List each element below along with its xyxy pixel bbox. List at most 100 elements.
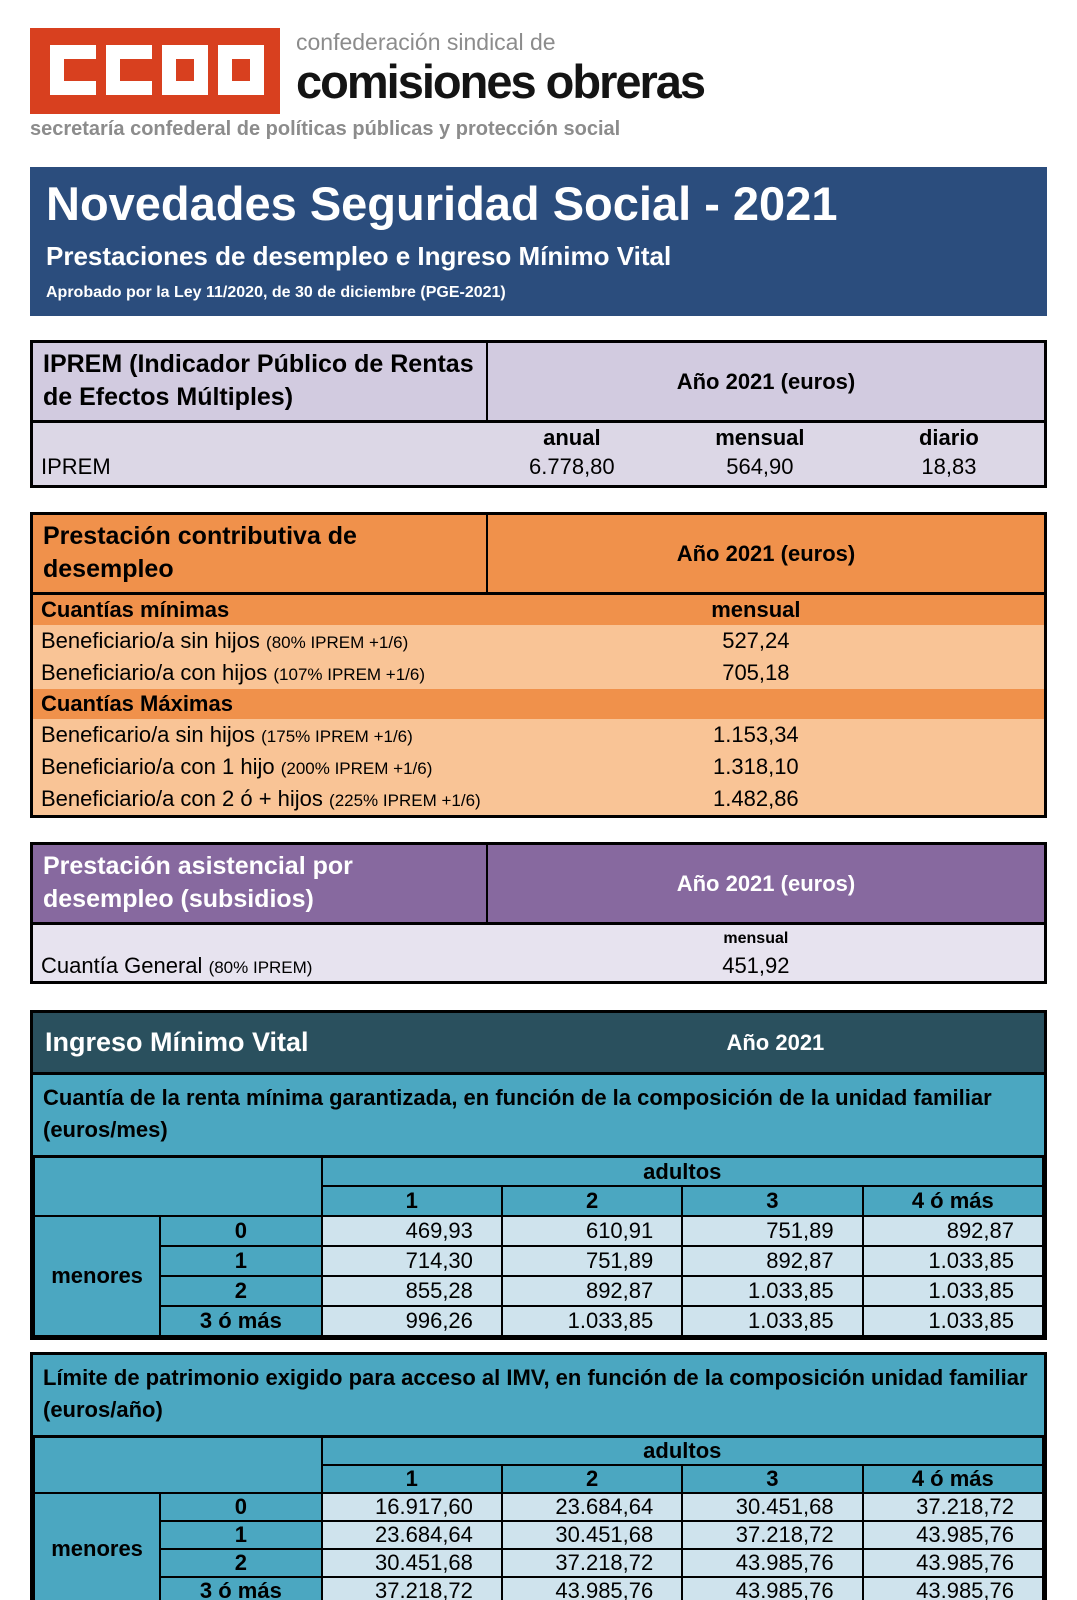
column-diario: diario [918, 424, 979, 450]
contributiva-table-title: Prestación contributiva de desempleo [33, 515, 488, 593]
imv-patrimonio-table: Límite de patrimonio exigido para acceso… [30, 1352, 1047, 1600]
corner-cell [33, 1435, 323, 1495]
row-header: 1 [159, 1245, 323, 1278]
iprem-data-row: IPREM 6.778,80 564,90 18,83 [33, 452, 1044, 481]
grid-cell: 1.033,85 [681, 1305, 864, 1338]
ccoo-logo [30, 28, 280, 114]
asistencial-table: Prestación asistencial por desempleo (su… [30, 842, 1047, 985]
row-label-note: (80% IPREM) [208, 957, 313, 977]
row-label: Cuantía General (80% IPREM) [33, 953, 609, 979]
grid-cell: 37.218,72 [500, 1548, 684, 1579]
iprem-anual-value: 6.778,80 [529, 453, 615, 479]
imv-renta-subtitle: Cuantía de la renta mínima garantizada, … [33, 1072, 1044, 1155]
table-row: Beneficiario/a sin hijos (80% IPREM +1/6… [33, 625, 1044, 658]
grid-cell: 30.451,68 [681, 1492, 864, 1523]
iprem-row-label: IPREM [41, 453, 111, 479]
iprem-table: IPREM (Indicador Público de Rentas de Ef… [30, 340, 1047, 489]
adultos-header: adultos [320, 1435, 1045, 1467]
contributiva-year-header: Año 2021 (euros) [676, 540, 856, 566]
header-secretariat: secretaría confederal de políticas públi… [30, 118, 621, 140]
imv-header: Ingreso Mínimo Vital Año 2021 [33, 1013, 1044, 1073]
column-mensual: mensual [715, 424, 805, 450]
contributiva-table-body: Cuantías mínimas mensual Beneficiario/a … [33, 595, 1044, 816]
row-header: 3 ó más [159, 1305, 323, 1338]
grid-cell: 37.218,72 [320, 1576, 503, 1600]
row-value: 1.318,10 [713, 754, 799, 780]
grid-cell: 855,28 [320, 1275, 503, 1308]
row-header: 0 [159, 1492, 323, 1523]
grid-subheader-row: 1 2 3 4 ó más [34, 1185, 1045, 1218]
iprem-table-header: IPREM (Indicador Público de Rentas de Ef… [33, 343, 1044, 424]
contributiva-table-header: Prestación contributiva de desempleo Año… [33, 515, 1044, 596]
grid-cell: 469,93 [320, 1215, 503, 1248]
grid-cell: 1.033,85 [500, 1305, 684, 1338]
col-header: 1 [320, 1185, 503, 1218]
page-title: Novedades Seguridad Social - 2021 [46, 177, 838, 230]
grid-cell: 43.985,76 [861, 1520, 1045, 1551]
row-label-note: (80% IPREM +1/6) [266, 633, 409, 653]
imv-renta-table: Ingreso Mínimo Vital Año 2021 Cuantía de… [30, 1010, 1047, 1341]
row-label-text: Beneficiario/a sin hijos [41, 628, 260, 654]
grid-header-row: adultos [33, 1155, 1045, 1218]
asistencial-table-body: mensual Cuantía General (80% IPREM) 451,… [33, 925, 1044, 982]
org-line2: comisiones obreras [296, 55, 706, 109]
col-header: 4 ó más [861, 1464, 1045, 1495]
imv-patrimonio-grid: adultos 1 2 3 4 ó más menores 0 16.917,6… [32, 1435, 1045, 1600]
grid-cell: 892,87 [681, 1245, 864, 1278]
grid-cell: 43.985,76 [861, 1576, 1045, 1600]
column-mensual: mensual [711, 597, 801, 623]
ccoo-logo-icon [30, 28, 280, 114]
imv-year: Año 2021 [726, 1029, 825, 1055]
grid-cell: 43.985,76 [681, 1548, 864, 1579]
row-label-note: (200% IPREM +1/6) [280, 759, 433, 779]
row-label: Beneficiario/a con 1 hijo (200% IPREM +1… [33, 754, 609, 780]
row-header: 2 [159, 1548, 323, 1579]
row-label: Beneficiario/a con 2 ó + hijos (225% IPR… [33, 786, 609, 812]
grid-cell: 1.033,85 [861, 1275, 1045, 1308]
grid-cell: 751,89 [500, 1245, 684, 1278]
section-label: Cuantías mínimas [41, 597, 230, 623]
section-cuantias-minimas: Cuantías mínimas mensual [33, 595, 1044, 626]
grid-subheader-row: 1 2 3 4 ó más [34, 1464, 1045, 1495]
grid-row: 3 ó más 37.218,72 43.985,76 43.985,76 43… [34, 1576, 1045, 1600]
logo-row: confederación sindical de comisiones obr… [0, 0, 1077, 114]
col-header: 2 [500, 1464, 684, 1495]
row-label-note: (107% IPREM +1/6) [273, 665, 426, 685]
org-name: confederación sindical de comisiones obr… [296, 28, 706, 109]
iprem-table-title: IPREM (Indicador Público de Rentas de Ef… [33, 343, 488, 421]
asistencial-columns-row: mensual [33, 925, 1044, 952]
grid-cell: 23.684,64 [320, 1520, 503, 1551]
col-header: 2 [500, 1185, 684, 1218]
grid-cell: 714,30 [320, 1245, 503, 1278]
row-header: 2 [159, 1275, 323, 1308]
grid-row: 2 30.451,68 37.218,72 43.985,76 43.985,7… [34, 1548, 1045, 1579]
title-banner: Novedades Seguridad Social - 2021 Presta… [30, 167, 1047, 317]
org-line1: confederación sindical de [296, 29, 556, 55]
table-row: Beneficario/a sin hijos (175% IPREM +1/6… [33, 719, 1044, 752]
grid-cell: 610,91 [500, 1215, 684, 1248]
row-value: 451,92 [722, 952, 790, 978]
table-row: Cuantía General (80% IPREM) 451,92 [33, 952, 1044, 979]
row-label-note: (175% IPREM +1/6) [261, 727, 413, 747]
grid-header-row: adultos [33, 1435, 1045, 1495]
grid-cell: 30.451,68 [500, 1520, 684, 1551]
col-header: 3 [681, 1464, 864, 1495]
grid-cell: 43.985,76 [681, 1576, 864, 1600]
grid-row: menores 0 469,93 610,91 751,89 892,87 [32, 1215, 1045, 1338]
iprem-mensual-value: 564,90 [726, 453, 794, 479]
law-note: Aprobado por la Ley 11/2020, de 30 de di… [46, 284, 506, 302]
iprem-year-header: Año 2021 (euros) [676, 368, 856, 394]
grid-row: 3 ó más 996,26 1.033,85 1.033,85 1.033,8… [34, 1305, 1045, 1338]
row-label-text: Beneficiario/a con 1 hijo [41, 754, 275, 780]
menores-header: menores [32, 1215, 162, 1338]
grid-cell: 43.985,76 [861, 1548, 1045, 1579]
iprem-table-body: anual mensual diario IPREM 6.778,80 564,… [33, 423, 1044, 486]
imv-renta-grid: adultos 1 2 3 4 ó más menores 0 469,93 6… [32, 1154, 1045, 1338]
col-header: 4 ó más [861, 1185, 1045, 1218]
column-anual: anual [543, 424, 601, 450]
grid-cell: 43.985,76 [500, 1576, 684, 1600]
row-label-text: Beneficiario/a con 2 ó + hijos [41, 786, 323, 812]
iprem-diario-value: 18,83 [921, 453, 977, 479]
table-row: Beneficiario/a con 2 ó + hijos (225% IPR… [33, 783, 1044, 816]
grid-cell: 751,89 [681, 1215, 864, 1248]
